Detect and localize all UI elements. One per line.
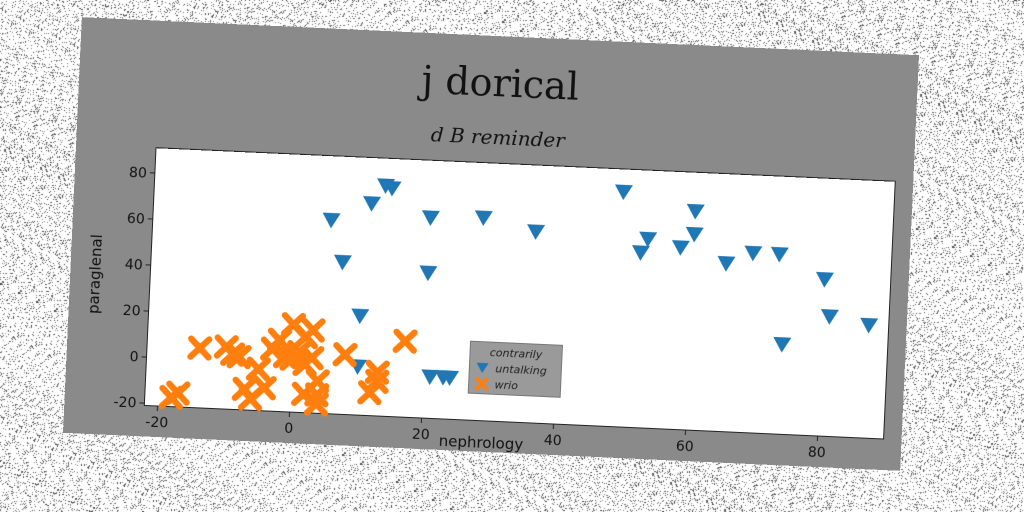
- data-point-untalking: [686, 203, 705, 220]
- y-tick-label: 80: [129, 165, 148, 182]
- data-point-wrio-stroke: [187, 336, 213, 360]
- data-point-untalking: [322, 212, 341, 229]
- y-axis-label: paraglenal: [84, 234, 106, 315]
- legend-title: contrarily: [490, 346, 543, 361]
- data-point-wrio: [251, 375, 277, 401]
- chart-subtitle: d B reminder: [430, 122, 566, 152]
- chart-title: j dorical: [417, 58, 580, 109]
- data-point-wrio: [187, 335, 213, 361]
- data-point-untalking: [614, 184, 633, 201]
- data-point-wrio: [299, 345, 325, 371]
- data-point-wrio-stroke: [392, 329, 418, 353]
- x-tick-label: 0: [284, 421, 294, 437]
- data-point-untalking: [527, 224, 546, 240]
- x-axis-label: nephrology: [438, 432, 523, 454]
- data-point-wrio-stroke: [251, 376, 277, 400]
- data-point-wrio-stroke: [299, 345, 325, 370]
- data-point-wrio: [357, 380, 383, 406]
- y-tick-label: 0: [129, 349, 139, 365]
- data-point-untalking: [639, 231, 658, 248]
- figure-panel: j dorical d B reminder -20 0 20 40 60 80 -20 0 2…: [62, 17, 920, 471]
- data-point-untalking: [815, 271, 834, 288]
- data-point-wrio: [165, 380, 191, 406]
- data-point-untalking: [383, 180, 402, 197]
- data-point-untalking: [421, 210, 440, 226]
- x-tick-label: -20: [145, 415, 169, 432]
- x-tick-label: 60: [676, 439, 695, 456]
- data-point-wrio-stroke: [357, 380, 383, 405]
- legend-box: [467, 340, 563, 398]
- data-point-untalking: [363, 196, 382, 212]
- data-point-untalking: [632, 245, 651, 261]
- data-point-untalking: [421, 369, 440, 385]
- data-point-wrio-stroke: [226, 344, 252, 369]
- data-point-untalking: [860, 317, 879, 334]
- data-point-untalking: [770, 246, 789, 263]
- data-marks: [158, 178, 879, 417]
- data-point-untalking: [474, 210, 493, 227]
- data-point-wrio-stroke: [165, 381, 191, 405]
- data-point-untalking: [333, 254, 352, 271]
- data-point-wrio: [332, 342, 358, 368]
- x-tick-label: 40: [544, 433, 563, 450]
- data-point-wrio-stroke: [300, 318, 326, 342]
- data-point-wrio: [364, 359, 390, 385]
- data-point-wrio: [245, 356, 271, 382]
- data-point-wrio: [300, 317, 326, 343]
- legend-label-untalking: untalking: [495, 362, 547, 377]
- data-point-wrio: [392, 328, 418, 354]
- y-tick-label: 60: [127, 211, 146, 228]
- y-tick-label: 20: [122, 303, 141, 320]
- y-tick-label: -20: [113, 395, 137, 412]
- axis-ticks: -20 0 20 40 60 80 -20 0 20 40 60 80: [113, 165, 827, 462]
- legend-label-wrio: wrio: [494, 378, 518, 392]
- data-point-wrio: [303, 391, 329, 417]
- y-tick-label: 40: [124, 257, 143, 274]
- data-point-untalking: [351, 308, 370, 325]
- data-point-wrio-stroke: [245, 357, 271, 381]
- data-point-wrio: [226, 344, 252, 370]
- legend-symbol-wrio: [474, 376, 489, 391]
- data-point-untalking: [717, 255, 736, 272]
- data-point-untalking: [419, 265, 438, 282]
- data-point-untalking: [685, 226, 704, 243]
- data-point-untalking: [744, 245, 763, 262]
- data-point-wrio-stroke: [280, 312, 307, 337]
- legend: contrarily untalking wrio: [467, 340, 563, 398]
- data-point-wrio-stroke: [332, 342, 358, 367]
- data-point-wrio-stroke: [303, 392, 329, 416]
- legend-symbol-wrio-stroke: [474, 377, 489, 391]
- x-tick-label: 80: [808, 445, 827, 462]
- x-tick-label: 20: [411, 427, 430, 444]
- data-point-untalking: [820, 309, 839, 325]
- legend-symbol-untalking: [476, 362, 489, 374]
- scatter-chart: j dorical d B reminder -20 0 20 40 60 80 -20 0 2…: [84, 58, 896, 462]
- legend-marker-wrio: [474, 376, 489, 391]
- data-point-untalking: [671, 240, 690, 256]
- legend-marker-untalking: [476, 362, 489, 374]
- data-point-wrio-stroke: [364, 360, 390, 384]
- data-point-untalking: [773, 336, 792, 353]
- data-point-untalking: [441, 370, 460, 386]
